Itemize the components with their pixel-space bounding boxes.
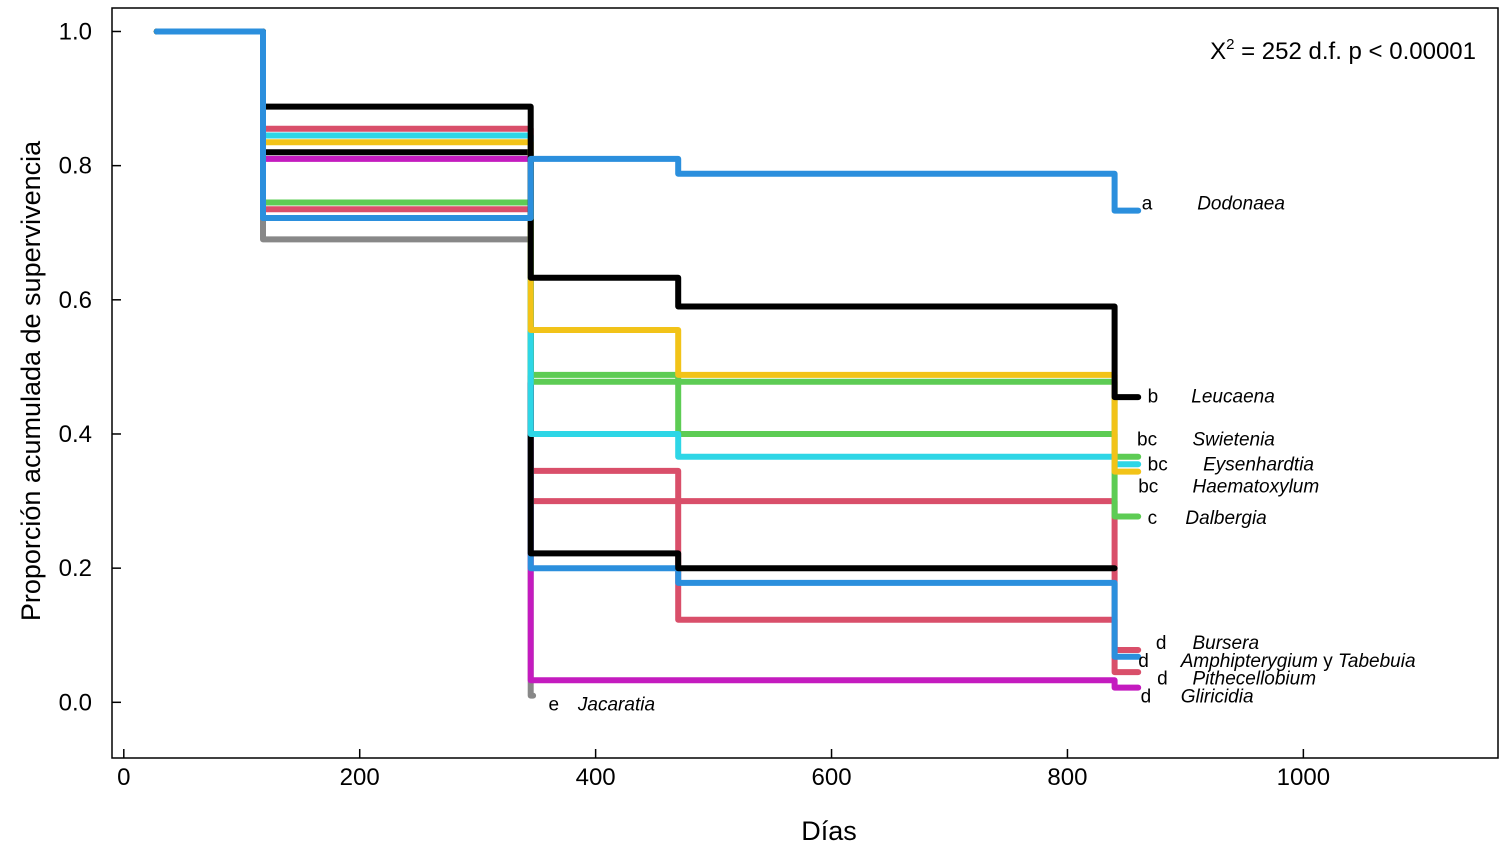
species-name: Leucaena: [1191, 387, 1274, 408]
series-line-4: [153, 28, 1142, 653]
species-name: Dalbergia: [1185, 508, 1266, 529]
species-name-part: Amphipterygium: [1180, 651, 1318, 672]
group-letter: bc: [1148, 455, 1168, 476]
species-name-part: Eysenhardtia: [1203, 455, 1314, 476]
series-line-10: [153, 28, 1142, 475]
species-joiner: y: [1318, 651, 1338, 672]
species-name-part: Dodonaea: [1197, 194, 1285, 215]
group-letter: a: [1142, 194, 1153, 215]
y-tick-label: 0.2: [59, 555, 92, 582]
x-axis-title: Días: [801, 816, 857, 846]
species-name-part: Pithecellobium: [1192, 668, 1316, 689]
y-tick-label: 1.0: [59, 18, 92, 45]
species-name-part: Tabebuia: [1338, 651, 1415, 672]
x-tick-label: 400: [576, 764, 616, 791]
axis-layer: 0 200 400 600 800 1000 0.0 0.2 0.4 0.6 0.8 1.0: [59, 18, 1330, 791]
y-tick-label: 0.6: [59, 287, 92, 314]
species-name-part: Leucaena: [1191, 387, 1274, 408]
group-letter: d: [1156, 633, 1167, 654]
group-letter: bc: [1137, 430, 1157, 451]
series-line-11: [153, 28, 1142, 401]
species-name-part: Gliricidia: [1181, 687, 1254, 708]
x-tick-label: 600: [812, 764, 852, 791]
species-name: Jacaratia: [577, 695, 655, 716]
y-axis-title: Proporción acumulada de supervivencia: [16, 140, 46, 621]
group-letter: d: [1138, 651, 1149, 672]
x-tick-label: 1000: [1277, 764, 1330, 791]
species-labels: a Dodonaea b Leucaena bc Swietenia bc Eysenhard…: [548, 194, 1415, 716]
y-tick-label: 0.8: [59, 153, 92, 180]
species-name-part: Dalbergia: [1185, 508, 1266, 529]
species-name: Gliricidia: [1181, 687, 1254, 708]
group-letter: c: [1148, 508, 1158, 529]
chi-symbol: X: [1210, 38, 1226, 65]
chi-square-annotation: X2 = 252 d.f. p < 0.00001: [1210, 36, 1476, 65]
series-line-3: [153, 28, 1142, 676]
group-letter: d: [1141, 687, 1152, 708]
y-tick-label: 0.0: [59, 689, 92, 716]
group-letter: d: [1157, 668, 1168, 689]
species-name: Bursera: [1192, 633, 1259, 654]
species-name: Haematoxylum: [1192, 477, 1319, 498]
x-tick-label: 200: [340, 764, 380, 791]
group-letter: bc: [1138, 477, 1158, 498]
series-line-12: [153, 28, 1142, 221]
species-name-part: Swietenia: [1192, 430, 1274, 451]
chi-superscript: 2: [1226, 36, 1234, 53]
species-name-part: Haematoxylum: [1192, 477, 1319, 498]
series-line-9: [153, 28, 1142, 468]
series-line-8: [153, 28, 1142, 460]
plot-frame: [111, 7, 1499, 759]
group-letter: b: [1148, 387, 1159, 408]
species-name: Pithecellobium: [1192, 668, 1316, 689]
species-name-part: Jacaratia: [577, 695, 655, 716]
series-layer: [153, 28, 1142, 699]
series-line-5: [153, 28, 1142, 660]
x-tick-label: 0: [117, 764, 130, 791]
x-tick-label: 800: [1047, 764, 1087, 791]
chi-statistic: = 252 d.f. p < 0.00001: [1234, 38, 1476, 65]
y-tick-label: 0.4: [59, 421, 92, 448]
species-name: Amphipterygium y Tabebuia: [1180, 651, 1416, 672]
series-line-6: [153, 28, 1118, 572]
group-letter: e: [548, 695, 559, 716]
species-name: Swietenia: [1192, 430, 1274, 451]
species-name: Dodonaea: [1197, 194, 1285, 215]
species-name-part: Bursera: [1192, 633, 1259, 654]
species-name: Eysenhardtia: [1203, 455, 1314, 476]
